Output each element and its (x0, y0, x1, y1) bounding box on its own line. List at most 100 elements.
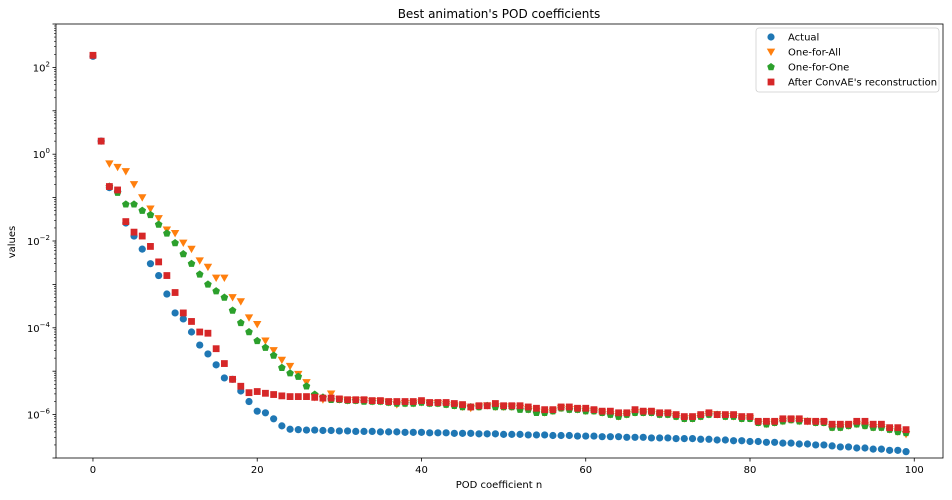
series-4-point (450, 400, 458, 407)
series-3-point (236, 318, 245, 327)
series-4-point (606, 407, 614, 415)
series-1-point (672, 434, 680, 443)
plot-frame (55, 23, 944, 459)
series-4-point (713, 411, 721, 418)
series-3-point (286, 369, 294, 377)
series-4-point (483, 402, 491, 410)
series-1-point (812, 441, 820, 449)
series-3-point (245, 328, 253, 336)
series-1-point (171, 309, 179, 317)
series-1-point (220, 374, 228, 382)
series-3-point (220, 293, 229, 301)
series-3-point (130, 200, 138, 208)
series-1-point (393, 428, 401, 436)
series-4-point (861, 417, 869, 425)
series-1-point (302, 426, 311, 434)
series-3-point (302, 382, 311, 390)
series-4-point (721, 411, 729, 418)
series-1-point (163, 290, 171, 298)
series-1-point (886, 446, 894, 454)
series-1-point (327, 426, 335, 435)
series-4-point (886, 424, 894, 432)
series-1-point (606, 433, 614, 441)
series-4-point (122, 218, 130, 225)
series-3-point (228, 306, 237, 314)
series-4-point (278, 392, 286, 400)
series-1-point (524, 431, 532, 439)
series-4-point (902, 426, 910, 434)
series-1-point (426, 429, 434, 437)
series-3-point (187, 259, 196, 267)
series-4-point (138, 232, 146, 240)
series-4-point (689, 413, 696, 420)
series-1-point (877, 445, 886, 453)
series-4-point (672, 411, 680, 418)
series-4-point (582, 404, 590, 412)
series-4-point (105, 183, 113, 190)
x-tick-label: 40 (415, 465, 428, 476)
y-tick-label: 102 (33, 60, 50, 74)
series-4-point (590, 406, 598, 414)
series-4-point (147, 243, 154, 250)
series-1-point (680, 434, 688, 443)
series-2-point (285, 362, 295, 371)
series-4-point (598, 407, 606, 415)
series-1-point (754, 437, 762, 446)
series-1-point (541, 431, 549, 439)
series-3-point (122, 200, 130, 208)
series-1-point (483, 430, 491, 438)
series-1-point (253, 407, 261, 415)
series-4-point (89, 51, 97, 59)
series-2-point (228, 294, 237, 302)
series-4-point (270, 391, 278, 398)
series-4-point (294, 393, 302, 400)
series-1-point (557, 431, 565, 440)
series-1-point (311, 426, 319, 434)
series-1-point (385, 428, 393, 436)
series-4-point (500, 402, 508, 410)
series-4-point (393, 398, 401, 405)
x-tick-label: 60 (579, 465, 592, 476)
series-3-point (146, 210, 155, 219)
series-4-point (188, 318, 195, 325)
series-4-point (836, 420, 844, 428)
series-4-point (705, 409, 713, 417)
series-4-point (565, 403, 573, 411)
series-4-point (853, 417, 861, 425)
series-4-point (344, 396, 351, 404)
series-4-point (327, 394, 335, 402)
legend-label: One-for-All (788, 48, 841, 59)
series-4-point (771, 417, 779, 425)
series-1-point (902, 448, 910, 456)
series-4-point (549, 406, 557, 414)
series-1-point (491, 430, 499, 438)
series-4-point (680, 413, 688, 420)
series-2-point (154, 215, 163, 223)
y-axis-label: values (7, 226, 18, 259)
series-2-point (261, 337, 270, 345)
series-1-point (179, 315, 187, 323)
series-4-point (623, 409, 631, 417)
series-4-point (229, 375, 236, 383)
x-tick-label: 0 (90, 465, 96, 476)
series-1-point (631, 433, 639, 441)
series-1-point (196, 341, 204, 349)
series-1-point (352, 427, 360, 436)
legend-marker (767, 63, 775, 71)
series-4-point (475, 402, 483, 410)
series-4-point (442, 399, 450, 406)
series-4-point (754, 417, 762, 425)
series-4-point (491, 400, 499, 407)
plot-area (55, 23, 944, 459)
legend-label: After ConvAE's reconstruction (788, 78, 937, 89)
series-4-point (220, 360, 228, 367)
series-4-point (516, 402, 524, 410)
y-tick-label: 10−2 (27, 234, 50, 248)
series-2-point (203, 263, 213, 272)
series-1-point (212, 361, 220, 369)
series-4-point (524, 403, 532, 411)
series-4-point (434, 399, 442, 406)
series-4-point (664, 409, 672, 417)
